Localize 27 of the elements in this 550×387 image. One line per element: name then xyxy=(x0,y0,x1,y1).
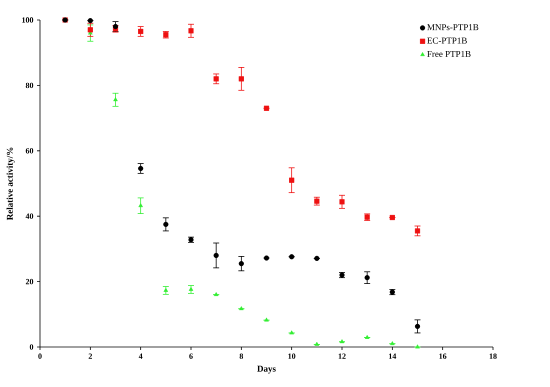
point xyxy=(364,275,370,280)
legend-label: EC-PTP1B xyxy=(427,38,467,44)
point xyxy=(289,178,294,183)
point xyxy=(238,76,244,82)
point xyxy=(163,222,168,227)
point xyxy=(415,344,420,348)
point xyxy=(339,199,345,204)
point xyxy=(390,214,395,220)
point xyxy=(238,261,244,266)
point xyxy=(214,76,219,82)
point xyxy=(264,255,270,261)
x-axis-title: Days xyxy=(257,366,276,374)
point xyxy=(214,252,219,258)
point xyxy=(138,166,144,172)
point xyxy=(88,27,93,32)
legend-label: Free PTP1B xyxy=(427,50,471,57)
point xyxy=(188,28,194,34)
point xyxy=(138,203,143,208)
point xyxy=(414,324,420,329)
y-axis-title: Relative activity/% xyxy=(6,148,15,220)
point xyxy=(138,28,144,34)
point xyxy=(113,97,118,102)
point xyxy=(414,228,420,234)
point xyxy=(112,24,118,30)
legend-label: MNPs-PTP1B xyxy=(427,24,478,30)
point xyxy=(364,334,370,339)
point xyxy=(289,330,294,334)
